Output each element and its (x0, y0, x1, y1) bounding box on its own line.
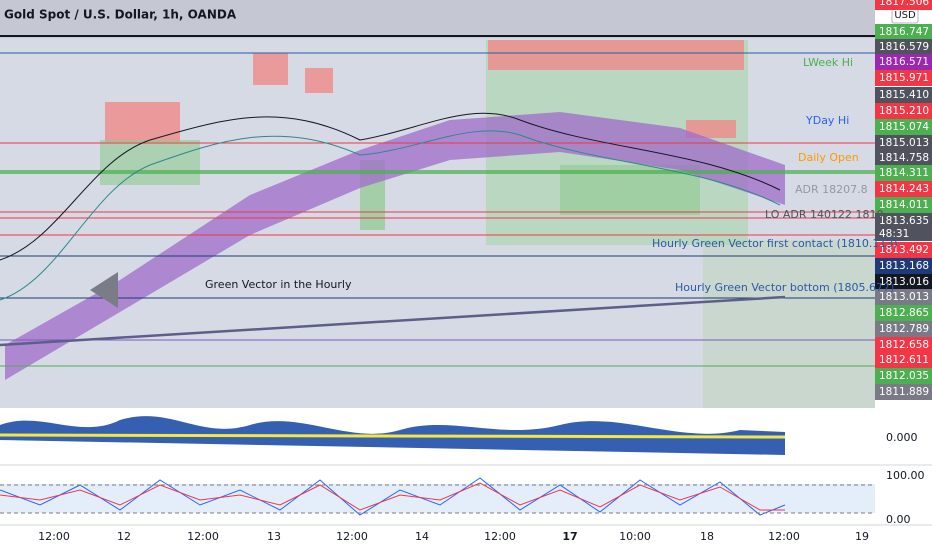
price-label-box (875, 165, 932, 181)
price-label-box (875, 70, 932, 86)
zone (253, 53, 288, 85)
arrow (90, 272, 118, 308)
price-label: 1815.013 (879, 137, 929, 149)
zone (305, 68, 333, 93)
price-label-box (875, 274, 932, 290)
price-label-box (875, 39, 932, 55)
price-label: 1813.016 (879, 276, 929, 288)
price-label: 1814.011 (879, 199, 929, 211)
annotation: LO ADR 140122 1810 (765, 208, 884, 221)
price-label-box (875, 305, 932, 321)
chart-title: Gold Spot / U.S. Dollar, 1h, OANDA (4, 8, 237, 22)
price-label-box (875, 119, 932, 135)
annotation: Hourly Green Vector bottom (1805.677) (675, 281, 894, 294)
price-label-box (875, 87, 932, 103)
zone (105, 102, 180, 142)
price-label: 1812.865 (879, 307, 929, 319)
time-label: 12:00 (187, 530, 219, 543)
price-label: 1812.611 (879, 354, 929, 366)
price-label: 1816.571 (879, 56, 929, 68)
stoch-scale: 0.00 (886, 513, 911, 526)
price-label-box (875, 242, 932, 258)
price-label-box (875, 258, 932, 274)
price-label: 1813.168 (879, 260, 929, 272)
price-label-box (875, 289, 932, 305)
stoch-k (0, 477, 786, 516)
annotation: ADR 18207.8 (795, 183, 868, 196)
price-label: 1814.311 (879, 167, 929, 179)
time-label: 19 (855, 530, 869, 543)
price-label-box (875, 368, 932, 384)
time-label: 12 (117, 530, 131, 543)
price-label: 1813.492 (879, 244, 929, 256)
price-label: 1811.889 (879, 386, 929, 398)
vector-line (0, 295, 786, 347)
price-label: 1812.035 (879, 370, 929, 382)
annotation: LWeek Hi (803, 56, 853, 69)
time-label: 12:00 (38, 530, 70, 543)
price-label-box (875, 54, 932, 70)
price-label: 1813.635 (879, 215, 929, 227)
countdown-box (875, 227, 932, 241)
zone (686, 120, 736, 138)
price-label-box (875, 24, 932, 40)
price-label-box (875, 181, 932, 197)
price-label: 1816.747 (879, 26, 929, 38)
currency[interactable]: USD (894, 10, 916, 21)
price-label: 1815.074 (879, 121, 929, 133)
price-label: 1815.210 (879, 105, 929, 117)
vector-band (5, 112, 785, 380)
annotation: Hourly Green Vector first contact (1810.… (652, 237, 898, 250)
time-label: 12:00 (484, 530, 516, 543)
stoch-d (0, 482, 785, 511)
average-line (0, 130, 781, 301)
price-label-box (875, 135, 932, 151)
time-label: 10:00 (619, 530, 651, 543)
indicator-line (0, 433, 786, 439)
price-label-box (875, 213, 932, 229)
time-label: 18 (700, 530, 714, 543)
stoch-scale: 100.00 (886, 469, 925, 482)
price-label: 1814.758 (879, 152, 929, 164)
top-band (0, 0, 875, 38)
annotation: Green Vector in the Hourly (205, 278, 352, 291)
annotation: Daily Open (798, 151, 859, 164)
price-label-box (875, 103, 932, 119)
time-label: 12:00 (336, 530, 368, 543)
zone (703, 240, 875, 408)
indicator-scale: 0.000 (886, 431, 918, 444)
price-label-box (875, 337, 932, 353)
price-label: 1812.789 (879, 323, 929, 335)
price-label-box (875, 352, 932, 368)
countdown: 48:31 (879, 228, 909, 240)
zone (488, 40, 744, 70)
price-label: 1814.243 (879, 183, 929, 195)
price-label-box (875, 321, 932, 337)
time-label: 17 (562, 530, 577, 543)
price-label-box (875, 150, 932, 166)
price-label-box (875, 197, 932, 213)
zone (100, 140, 200, 185)
time-label: 14 (415, 530, 429, 543)
price-label-box (875, 0, 932, 10)
average-line (0, 112, 781, 261)
price-label: 1817.506 (879, 0, 929, 8)
price-label: 1815.971 (879, 72, 929, 84)
stoch-band (0, 484, 875, 513)
time-label: 13 (267, 530, 281, 543)
price-label: 1812.658 (879, 339, 929, 351)
price-label: 1816.579 (879, 41, 929, 53)
annotation: YDay Hi (805, 114, 849, 127)
price-label-box (875, 384, 932, 400)
price-label: 1815.410 (879, 89, 929, 101)
time-label: 12:00 (768, 530, 800, 543)
price-label: 1813.013 (879, 291, 929, 303)
